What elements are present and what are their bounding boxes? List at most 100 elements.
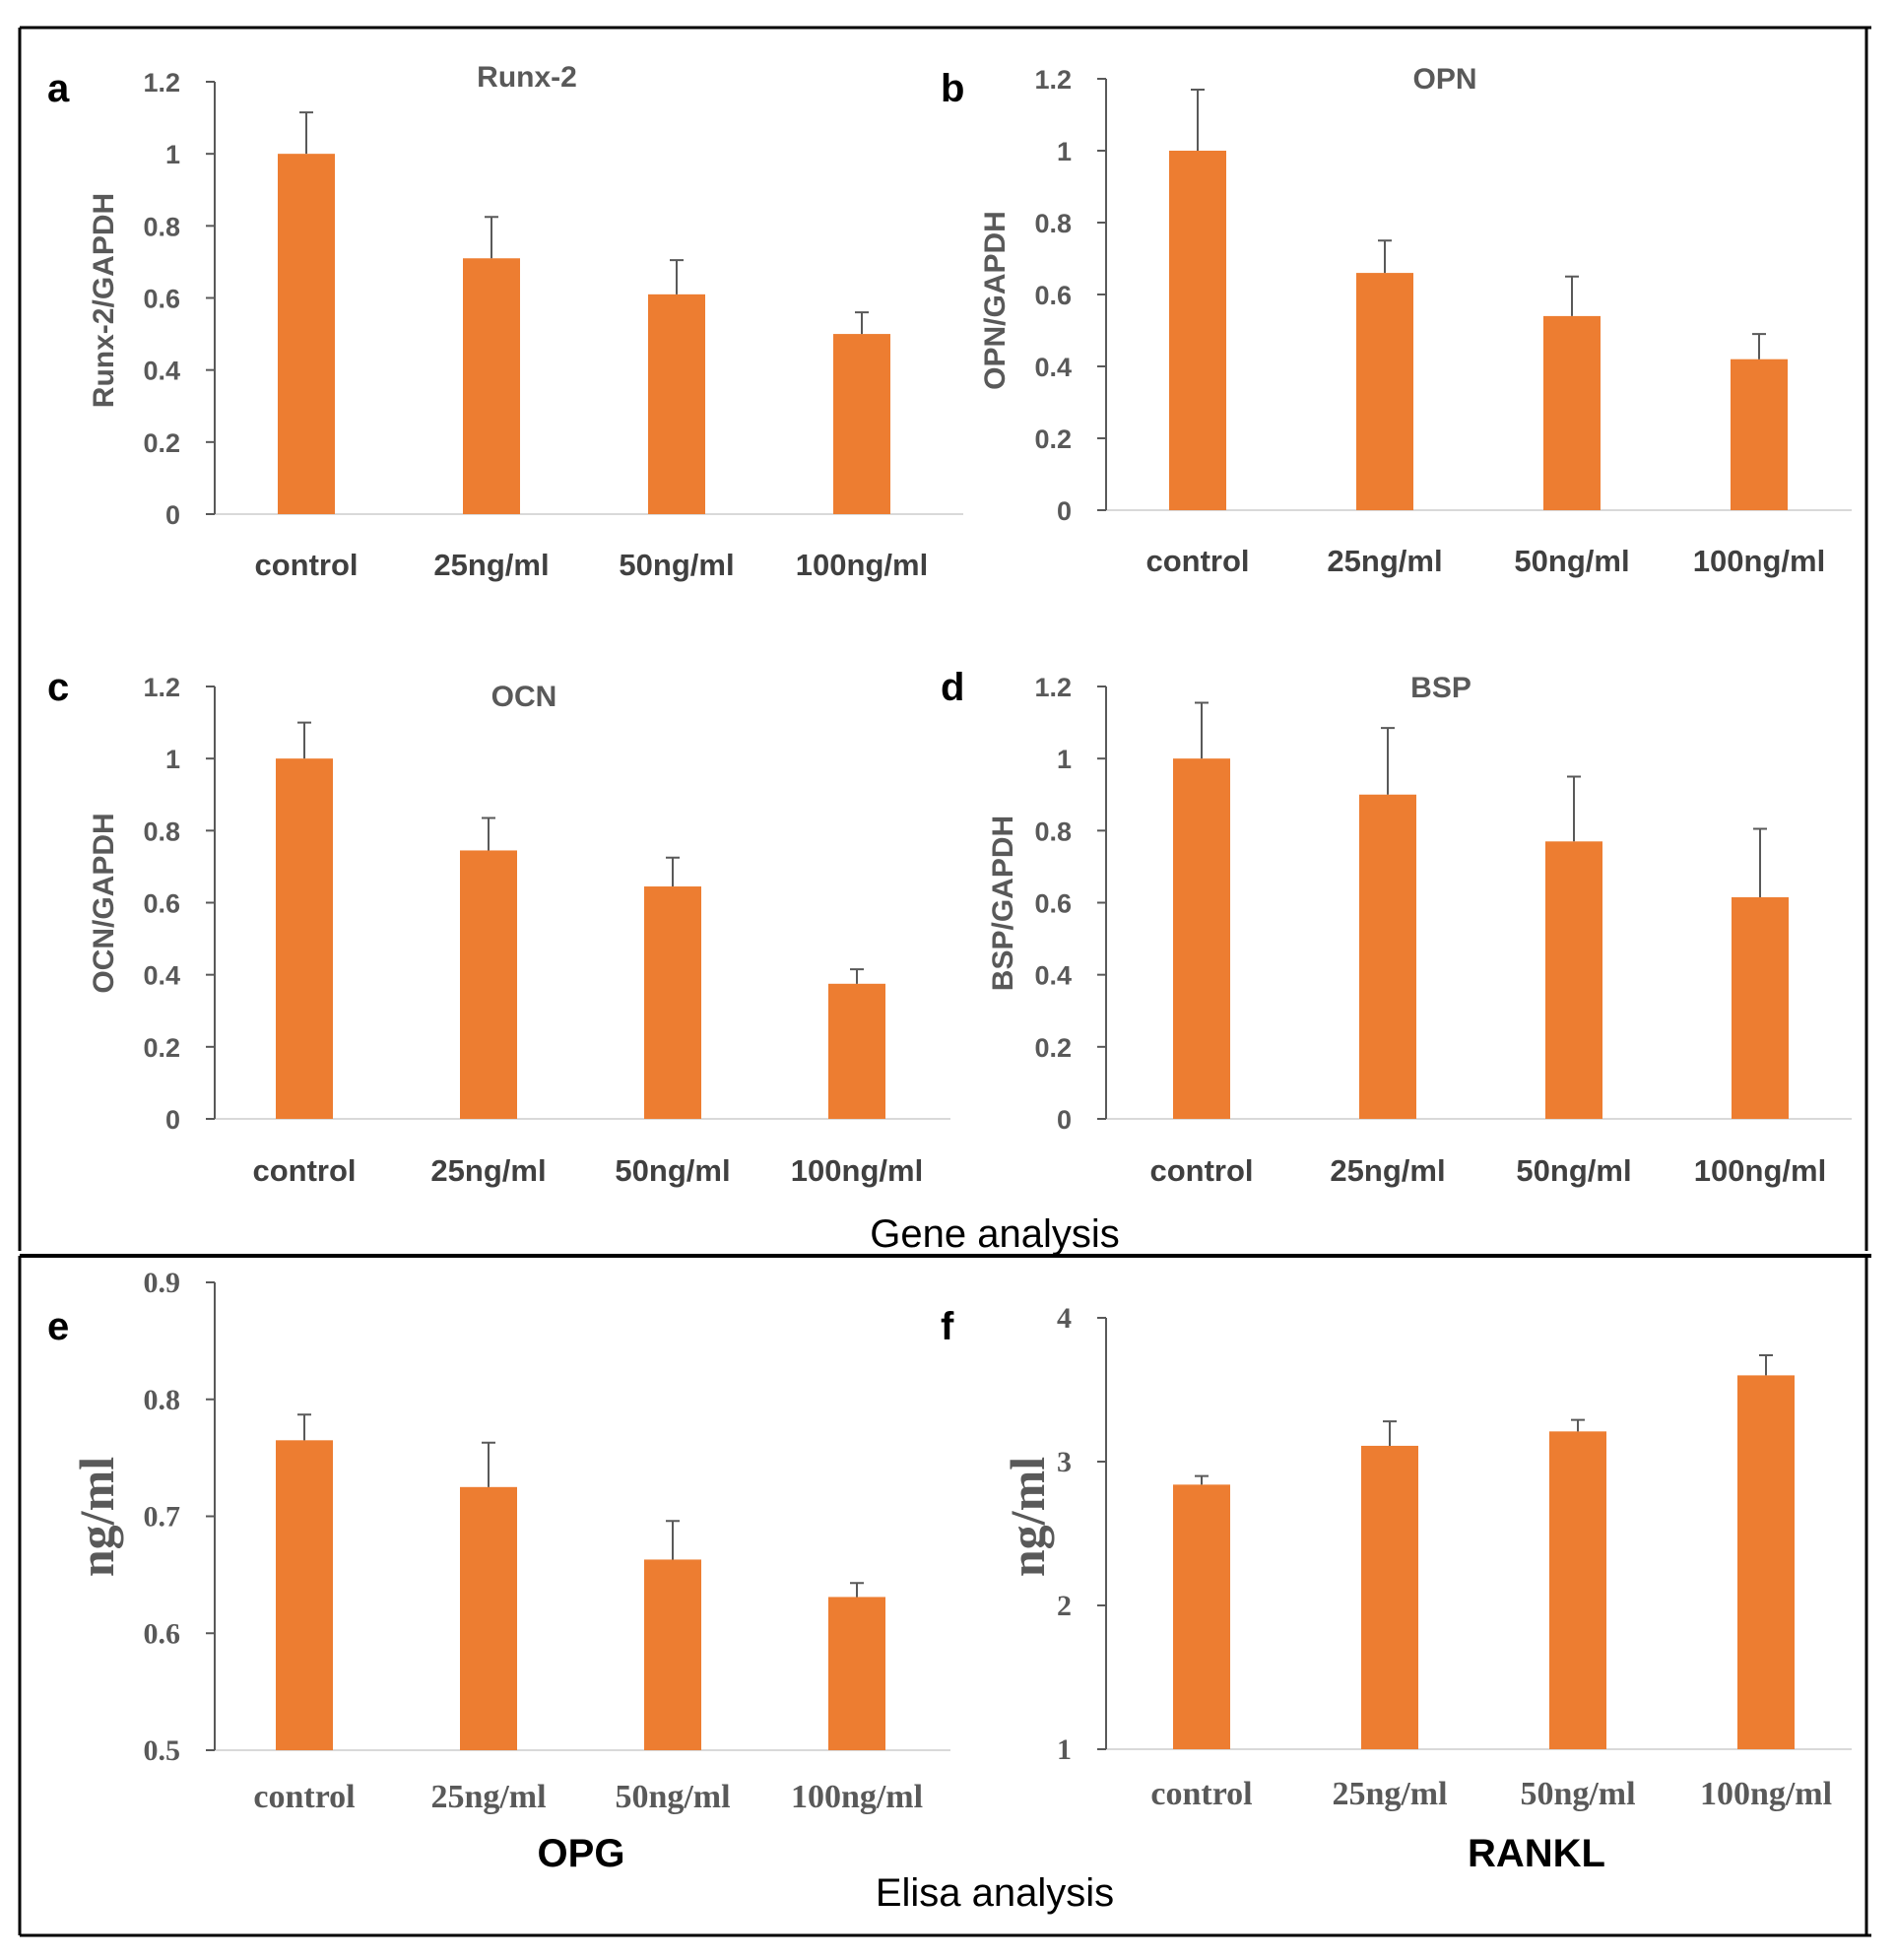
y-tick-label: 0.8	[1034, 209, 1072, 238]
y-axis-label: Runx-2/GAPDH	[88, 193, 120, 408]
chart-title: RANKL	[1468, 1832, 1605, 1875]
y-tick-label: 1.2	[1034, 673, 1072, 702]
x-tick-label: 50ng/ml	[1514, 544, 1629, 578]
bar	[1543, 315, 1601, 510]
error-bar	[1195, 701, 1209, 759]
bar	[1359, 794, 1416, 1119]
y-tick-label: 0	[165, 1105, 180, 1135]
x-tick-label: 50ng/ml	[1520, 1776, 1635, 1812]
error-bar	[1565, 275, 1579, 316]
y-tick-label: 1	[1057, 137, 1072, 166]
panel-c-ocn-chart: c OCN OCN/GAPDH 0 0.2 0.4 0.6 0.8 1 1.2 control 25n…	[47, 666, 950, 1188]
bar	[644, 886, 701, 1119]
error-bar	[1571, 1418, 1585, 1432]
panel-letter: c	[47, 666, 69, 709]
bar	[278, 154, 335, 514]
y-tick-label: 0	[1057, 1105, 1072, 1135]
y-tick-label: 2	[1057, 1590, 1072, 1622]
y-tick-label: 0.5	[144, 1734, 181, 1767]
bar	[460, 850, 517, 1119]
y-tick-label: 0.8	[1034, 817, 1072, 846]
error-bar	[482, 1441, 495, 1487]
bar	[463, 258, 520, 514]
y-tick-label: 1	[165, 140, 180, 169]
bar	[460, 1486, 517, 1750]
error-bar	[1378, 239, 1392, 274]
panel-letter: d	[941, 666, 964, 709]
error-bar	[297, 1413, 311, 1441]
panel-b-opn-chart: b OPN OPN/GAPDH 0 0.2 0.4 0.6 0.8 1 1.2 control 25n…	[941, 63, 1852, 578]
x-tick-label: 25ng/ml	[1327, 544, 1442, 578]
error-bar	[855, 311, 869, 335]
panel-letter: f	[941, 1305, 954, 1348]
bar	[1173, 1484, 1230, 1749]
error-bar	[850, 968, 864, 984]
x-tick-label: 100ng/ml	[791, 1153, 923, 1188]
panel-letter: a	[47, 67, 70, 110]
y-axis-label: ng/ml	[69, 1457, 124, 1577]
y-axis-label: BSP/GAPDH	[987, 816, 1019, 991]
y-axis-label: ng/ml	[1000, 1457, 1055, 1577]
y-tick-label: 0.7	[144, 1501, 181, 1534]
y-tick-label: 0.2	[143, 1033, 180, 1063]
x-tick-label: control	[1150, 1776, 1252, 1812]
panel-letter: e	[47, 1305, 69, 1348]
elisa-analysis-label: Elisa analysis	[876, 1871, 1114, 1915]
y-tick-label: 0.6	[143, 889, 180, 919]
bar	[276, 758, 333, 1119]
bar	[276, 1440, 333, 1750]
y-tick-label: 0.6	[143, 285, 180, 314]
y-tick-label: 0	[1057, 496, 1072, 526]
y-axis-label: OPN/GAPDH	[979, 211, 1012, 390]
y-tick-label: 0.2	[1034, 1033, 1072, 1063]
y-tick-label: 1	[1057, 1733, 1072, 1766]
y-tick-label: 0.8	[143, 212, 180, 241]
error-bar	[1383, 1420, 1397, 1446]
y-tick-label: 0.2	[1034, 425, 1072, 454]
bar	[1732, 897, 1789, 1119]
x-tick-label: 25ng/ml	[1330, 1153, 1445, 1188]
error-bar	[1567, 775, 1581, 842]
error-bar	[1752, 333, 1766, 359]
error-bar	[670, 259, 684, 294]
panel-letter: b	[941, 67, 964, 110]
y-tick-label: 0.8	[143, 817, 180, 846]
error-bar	[1191, 88, 1205, 151]
y-tick-label: 0.4	[143, 961, 180, 991]
y-axis-label: OCN/GAPDH	[88, 813, 120, 993]
bar	[1361, 1445, 1418, 1749]
chart-title: BSP	[1410, 672, 1471, 704]
bar	[644, 1559, 701, 1750]
x-tick-label: 100ng/ml	[796, 548, 928, 582]
x-tick-label: 25ng/ml	[433, 548, 549, 582]
bar	[1356, 273, 1413, 510]
bar	[1731, 359, 1788, 510]
y-tick-label: 0.9	[144, 1267, 181, 1299]
y-tick-label: 0.6	[1034, 281, 1072, 310]
bar	[828, 983, 885, 1119]
y-tick-label: 1.2	[143, 673, 180, 702]
error-bar	[1195, 1474, 1209, 1485]
error-bar	[1753, 827, 1767, 898]
bar	[828, 1597, 885, 1750]
bar	[648, 294, 705, 514]
error-bar	[482, 817, 495, 851]
error-bar	[850, 1582, 864, 1598]
y-tick-label: 0.4	[143, 357, 180, 386]
y-tick-label: 1	[1057, 745, 1072, 774]
error-bar	[1381, 727, 1395, 795]
error-bar	[666, 1520, 680, 1560]
x-tick-label: 50ng/ml	[619, 548, 734, 582]
y-tick-label: 0.2	[143, 428, 180, 458]
x-tick-label: 50ng/ml	[1516, 1153, 1631, 1188]
x-tick-label: 50ng/ml	[615, 1153, 730, 1188]
error-bar	[1759, 1353, 1773, 1376]
x-tick-label: 100ng/ml	[1693, 544, 1825, 578]
bar	[1737, 1375, 1795, 1749]
y-tick-label: 0.6	[144, 1617, 181, 1650]
error-bar	[299, 111, 313, 155]
gene-analysis-label: Gene analysis	[870, 1212, 1119, 1256]
x-tick-label: control	[1145, 544, 1249, 578]
figure-frame	[18, 26, 1871, 1937]
